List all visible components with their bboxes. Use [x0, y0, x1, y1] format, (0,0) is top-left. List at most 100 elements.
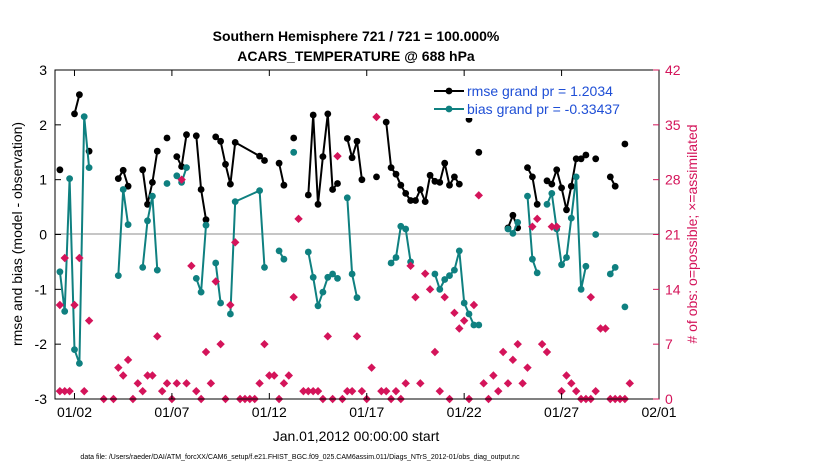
bias-point — [56, 268, 64, 276]
bias-point — [183, 164, 190, 172]
y-tick-label: 1 — [39, 172, 47, 188]
obs-count-marker — [323, 332, 332, 341]
rmse-point — [314, 200, 322, 208]
rmse-series — [56, 91, 629, 232]
bias-point — [202, 221, 210, 229]
obs-count-marker — [513, 339, 522, 349]
obs-count-marker — [308, 386, 318, 396]
chart-title: Southern Hemisphere 721 / 721 = 100.000% — [213, 28, 500, 44]
rmse-point — [149, 179, 156, 186]
obs-count-series — [55, 112, 634, 404]
rmse-point — [412, 197, 419, 204]
bias-point — [577, 285, 585, 293]
rmse-point — [577, 155, 585, 163]
bias-line — [117, 188, 130, 276]
bias-point — [451, 266, 458, 274]
bias-point — [543, 200, 551, 208]
obs-count-marker — [440, 292, 449, 302]
rmse-point — [451, 173, 458, 181]
bias-point — [431, 270, 439, 278]
obs-count-marker — [333, 151, 342, 161]
bias-series — [56, 113, 629, 367]
obs-count-marker — [586, 292, 596, 302]
obs-count-marker — [508, 355, 518, 365]
obs-count-marker — [299, 386, 308, 396]
x-tick-label: 01/02 — [57, 404, 92, 420]
x-axis: 01/02 01/07 01/12 01/17 01/22 01/27 02/01 — [57, 70, 677, 420]
rmse-point — [227, 180, 234, 188]
bias-point — [61, 307, 69, 315]
rmse-point — [261, 157, 268, 164]
rmse-point — [455, 180, 463, 188]
bias-point — [446, 272, 453, 279]
bias-point — [192, 275, 200, 282]
y-right-tick-label: 0 — [665, 391, 673, 407]
rmse-point — [387, 164, 395, 172]
obs-count-marker — [567, 379, 576, 388]
obs-count-marker — [70, 300, 79, 310]
rmse-line — [346, 138, 363, 180]
obs-count-marker — [206, 379, 216, 388]
rmse-point — [426, 171, 434, 179]
rmse-point — [231, 139, 239, 146]
bias-point — [465, 310, 473, 318]
bias-point — [606, 270, 614, 278]
rmse-point — [144, 200, 151, 208]
bias-point — [343, 194, 351, 202]
bias-point — [80, 113, 88, 120]
rmse-point — [343, 135, 351, 142]
rmse-point — [436, 179, 444, 186]
obs-count-marker — [498, 347, 508, 357]
bias-point — [582, 262, 590, 270]
obs-count-marker — [118, 371, 128, 380]
rmse-point — [353, 137, 361, 145]
obs-count-marker — [211, 277, 220, 286]
obs-count-marker — [279, 379, 289, 388]
x-tick-label: 01/07 — [154, 404, 189, 420]
x-tick-label: 01/12 — [252, 404, 287, 420]
rmse-point — [567, 182, 575, 190]
legend-rmse-marker — [445, 87, 453, 95]
legend-bias-label: bias grand pr = -0.33437 — [467, 101, 620, 117]
rmse-point — [56, 166, 64, 174]
rmse-point — [606, 173, 614, 181]
rmse-point — [119, 166, 127, 174]
bias-point — [314, 302, 322, 310]
obs-count-marker — [479, 379, 488, 388]
obs-count-marker — [455, 324, 464, 333]
rmse-point — [153, 147, 161, 155]
rmse-point — [373, 173, 380, 181]
bias-point — [611, 264, 619, 271]
bias-point — [455, 247, 463, 255]
bias-point — [114, 272, 122, 279]
obs-count-marker — [420, 269, 430, 278]
bias-point — [402, 225, 410, 233]
obs-count-marker — [162, 379, 172, 388]
obs-count-marker — [172, 379, 181, 388]
bias-point — [153, 266, 161, 274]
obs-count-marker — [60, 386, 69, 396]
obs-count-marker — [216, 339, 225, 349]
obs-count-marker — [377, 386, 386, 396]
bias-point — [144, 217, 151, 225]
bias-point — [504, 225, 512, 233]
obs-count-marker — [601, 324, 610, 333]
rmse-point — [183, 131, 190, 139]
obs-count-marker — [503, 379, 513, 388]
bias-point — [524, 192, 531, 200]
bias-point — [334, 275, 341, 282]
obs-count-marker — [542, 347, 552, 357]
bias-point — [309, 273, 317, 281]
obs-count-marker — [435, 386, 445, 396]
obs-count-marker — [459, 316, 469, 325]
bias-point — [66, 175, 73, 183]
rmse-point — [421, 198, 429, 206]
bias-point — [163, 180, 171, 187]
obs-count-marker — [367, 363, 376, 372]
bias-line — [346, 197, 358, 298]
rmse-point — [553, 166, 561, 174]
obs-count-marker — [352, 332, 362, 341]
bias-point — [392, 254, 400, 261]
legend-box — [430, 82, 652, 118]
rmse-point — [192, 132, 200, 140]
